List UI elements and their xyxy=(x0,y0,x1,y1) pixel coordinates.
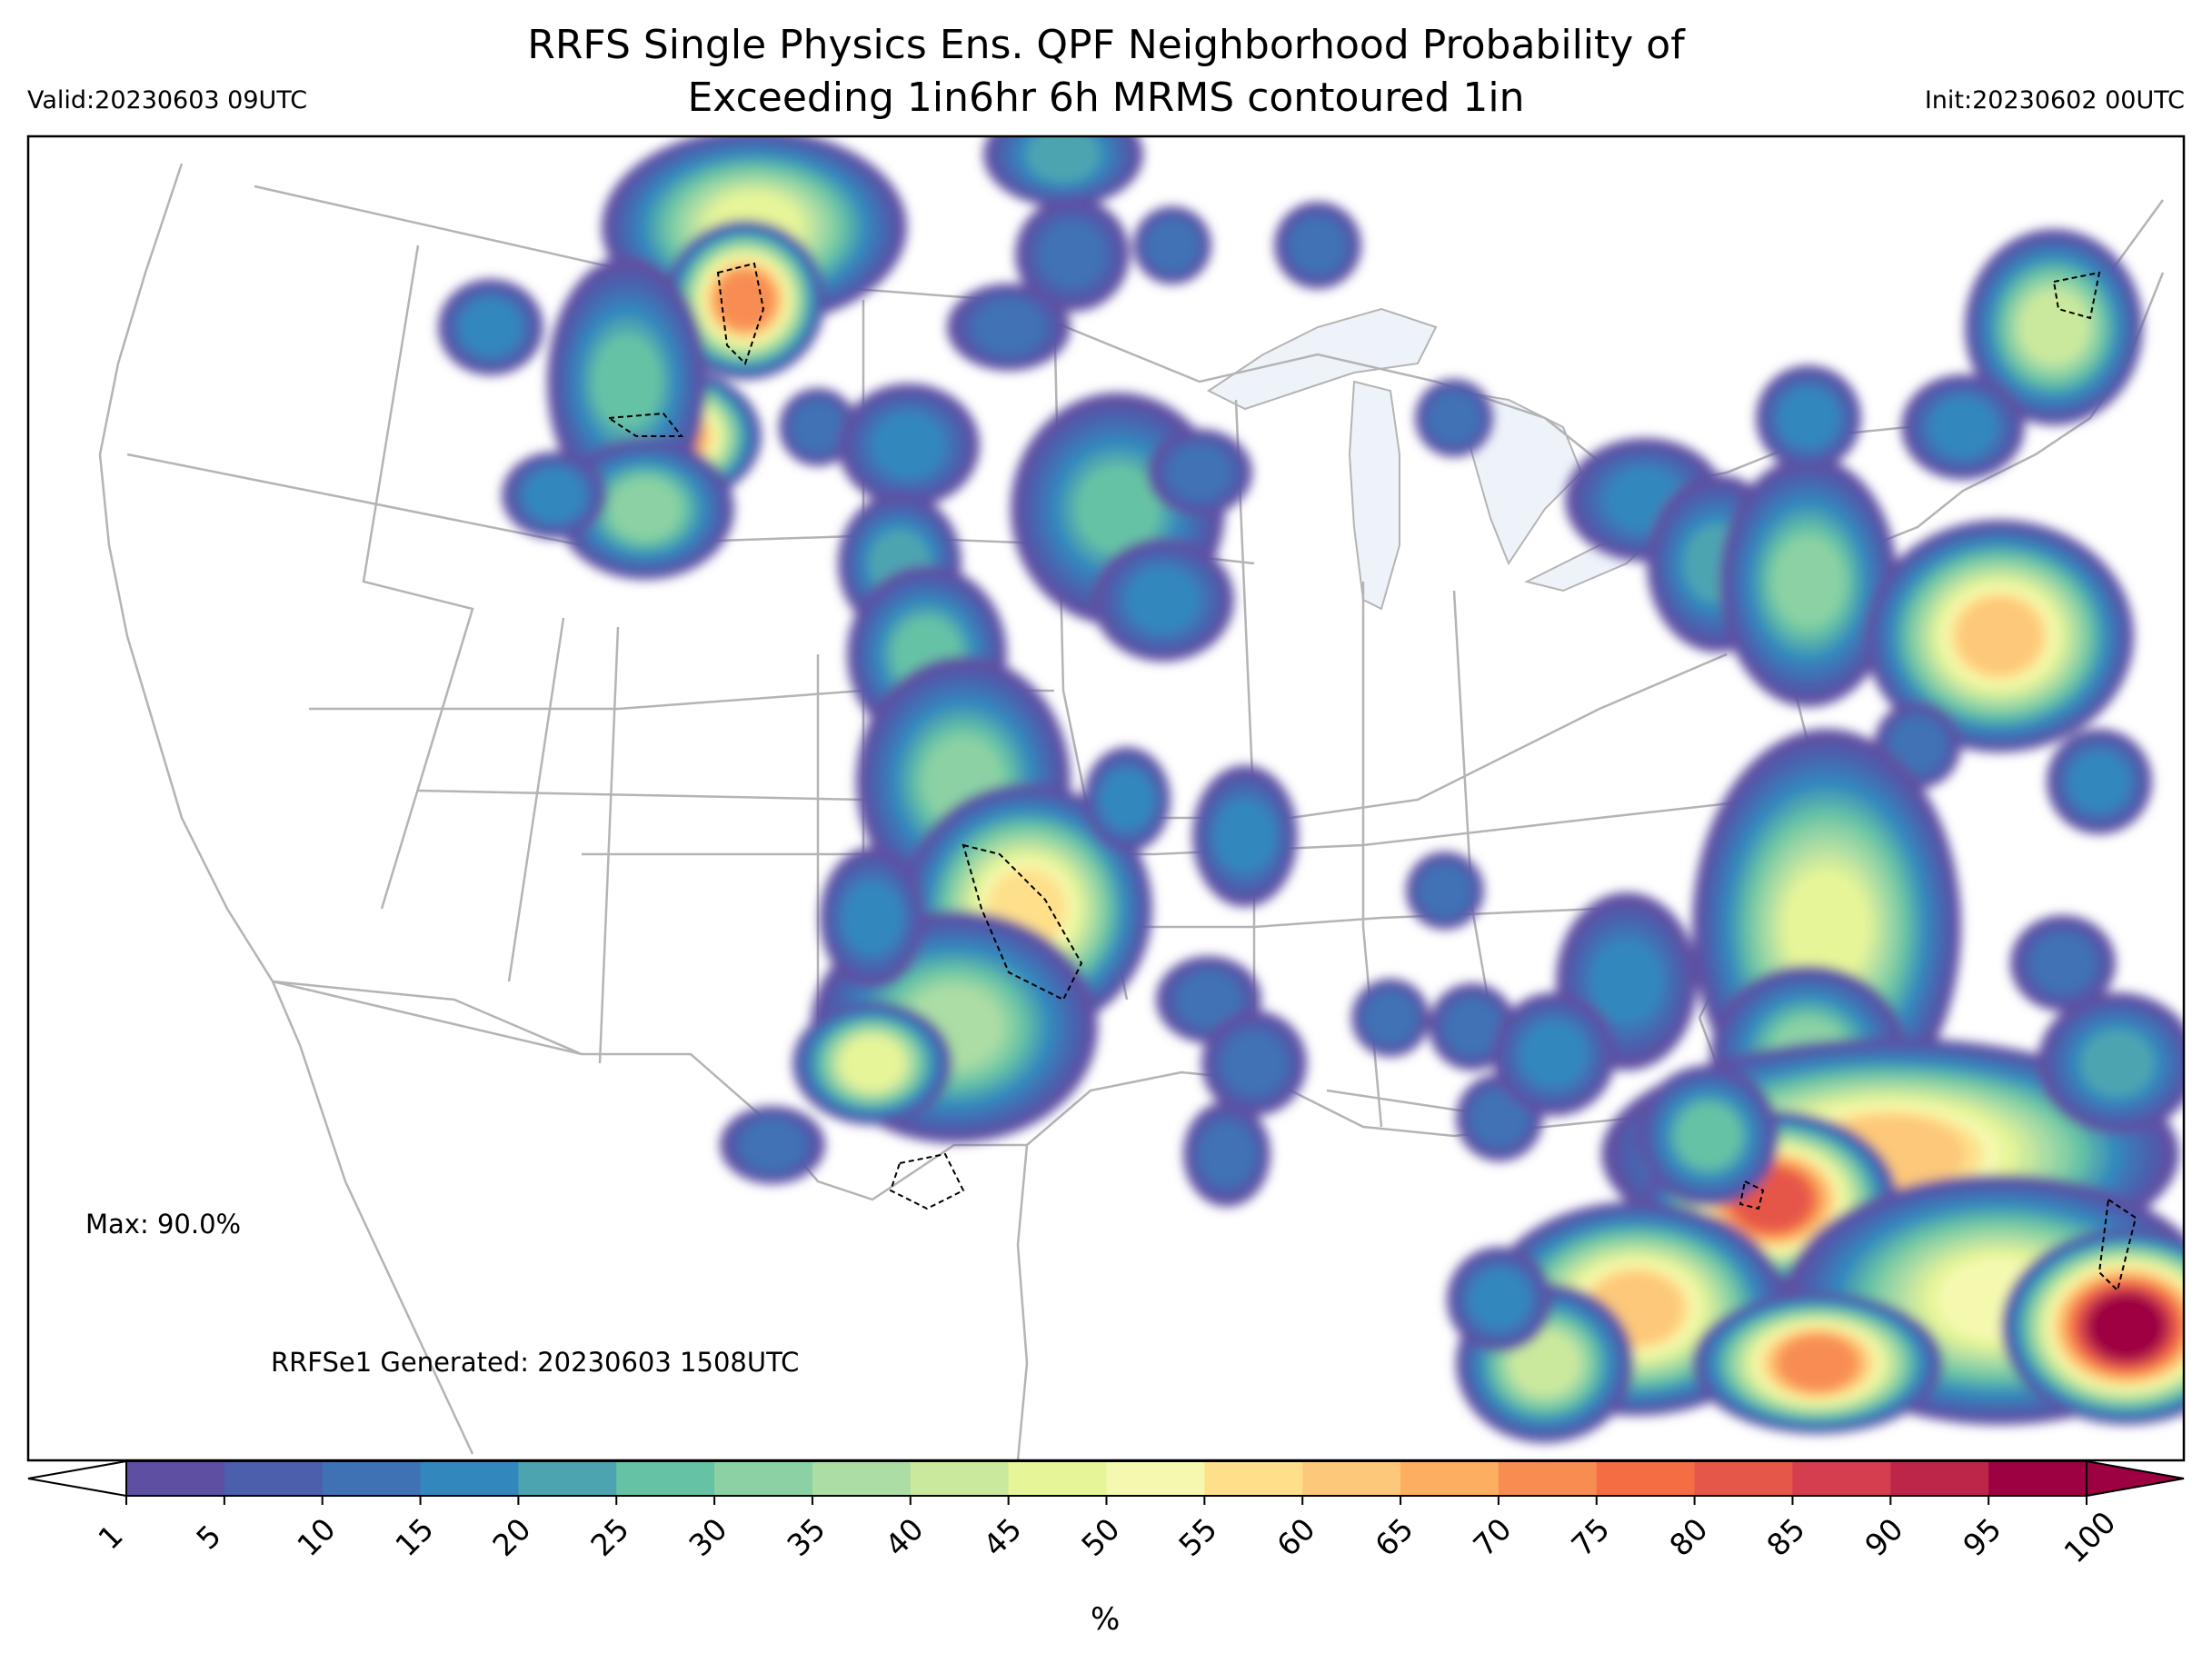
mrms-contour-texas xyxy=(889,1152,965,1210)
colorbar-segment xyxy=(1890,1461,1989,1496)
state-lines-ew-4 xyxy=(582,798,1764,856)
probability-contour xyxy=(1074,463,1161,555)
mrms-contour-idaho xyxy=(606,412,684,437)
colorbar-segment xyxy=(322,1461,422,1496)
state-lines-ns-1 xyxy=(362,244,474,910)
probability-contour xyxy=(1958,598,2041,674)
probability-contour xyxy=(1199,1121,1255,1187)
colorbar-unit-label: % xyxy=(1091,1601,1121,1638)
colorbar-segment xyxy=(518,1461,617,1496)
probability-contour xyxy=(461,299,521,355)
probability-contour xyxy=(1510,1330,1579,1396)
probability-contour xyxy=(1364,991,1417,1044)
probability-contour xyxy=(715,270,775,330)
probability-contour xyxy=(1520,1021,1588,1088)
probability-contour xyxy=(2069,752,2129,812)
state-lines-ew-6 xyxy=(272,980,583,1056)
chart-title-line1: RRFS Single Physics Ens. QPF Neighborhoo… xyxy=(527,22,1685,68)
probability-contour xyxy=(1782,868,1871,986)
chart-title-line2: Exceeding 1in6hr 6h MRMS contoured 1in xyxy=(687,75,1525,121)
probability-contour xyxy=(2019,291,2088,363)
probability-contour xyxy=(972,299,1045,355)
probability-contour xyxy=(842,881,902,954)
probability-contour xyxy=(1127,566,1200,633)
probability-contour xyxy=(2030,932,2096,994)
lake-michigan xyxy=(1348,380,1400,611)
colorbar-segment xyxy=(420,1461,519,1496)
probability-contour xyxy=(1215,800,1275,872)
probability-contour xyxy=(1889,717,1946,773)
probability-contour xyxy=(1444,999,1500,1055)
mrms-contour-oklahoma xyxy=(962,843,1083,1001)
probability-contour xyxy=(1221,1031,1287,1096)
colorbar-segment xyxy=(1400,1461,1500,1496)
mrms-contour-florida xyxy=(1739,1180,1765,1210)
probability-contour xyxy=(609,477,682,541)
great-lakes xyxy=(1207,307,1711,611)
probability-contour xyxy=(524,469,584,522)
probability-contour xyxy=(2080,1029,2155,1098)
colorbar-segment xyxy=(714,1461,813,1496)
probability-contour xyxy=(1590,939,1663,1024)
probability-contour xyxy=(592,334,663,430)
colorbar-segment xyxy=(812,1461,912,1496)
probability-field xyxy=(438,136,2184,1443)
mrms-contour-maine xyxy=(2052,271,2101,320)
mrms-contours xyxy=(606,262,2137,1292)
us-mexico-border xyxy=(272,980,1029,1460)
mrms-contour-atlantic xyxy=(2097,1198,2137,1292)
west-coast xyxy=(98,163,474,1455)
probability-contour xyxy=(1772,535,1845,628)
probability-contour xyxy=(1676,1103,1741,1169)
probability-contour xyxy=(1290,217,1346,274)
probability-contour xyxy=(1470,1270,1529,1329)
probability-contour xyxy=(1176,971,1241,1028)
state-lines-ns-8 xyxy=(1361,582,1383,1128)
probability-contour xyxy=(872,412,945,479)
probability-contour xyxy=(1146,219,1199,272)
probability-contour xyxy=(1419,864,1471,917)
probability-contour xyxy=(1779,388,1838,448)
lake-superior xyxy=(1207,307,1438,411)
mrms-contour-montana xyxy=(716,262,765,365)
probability-contour xyxy=(792,401,844,453)
probability-contour xyxy=(1026,136,1101,183)
colorbar-segment xyxy=(1008,1461,1107,1496)
state-lines-ns-2 xyxy=(507,617,565,982)
valid-time-label: Valid:20230603 09UTC xyxy=(27,86,308,115)
probability-contour xyxy=(1101,770,1153,830)
probability-contour xyxy=(841,1036,904,1090)
probability-contour xyxy=(1929,397,1997,457)
colorbar-segment xyxy=(1988,1461,2087,1496)
probability-contour xyxy=(1167,444,1232,501)
probability-contour xyxy=(1428,392,1480,444)
colorbar xyxy=(27,1459,2185,1505)
max-value-label: Max: 90.0% xyxy=(85,1209,242,1240)
probability-contour xyxy=(2088,1294,2165,1359)
probability-contour xyxy=(1779,1335,1857,1391)
colorbar-segment xyxy=(1302,1461,1401,1496)
colorbar-segment xyxy=(616,1461,715,1496)
probability-contour xyxy=(740,1119,805,1171)
colorbar-segment xyxy=(1694,1461,1793,1496)
colorbar-segment xyxy=(1792,1461,1891,1496)
generated-label: RRFSe1 Generated: 20230603 1508UTC xyxy=(271,1347,800,1378)
colorbar-extend-min xyxy=(27,1459,127,1498)
probability-contour xyxy=(1038,220,1107,289)
colorbar-segment xyxy=(126,1461,225,1496)
colorbar-segment xyxy=(910,1461,1010,1496)
colorbar-extend-max xyxy=(2086,1459,2185,1498)
colorbar-segment xyxy=(1596,1461,1696,1496)
probability-contour xyxy=(1471,1090,1528,1146)
init-time-label: Init:20230602 00UTC xyxy=(1924,86,2185,115)
colorbar-segment xyxy=(224,1461,324,1496)
colorbar-segment xyxy=(1106,1461,1205,1496)
colorbar-segment xyxy=(1498,1461,1598,1496)
colorbar-segment xyxy=(1204,1461,1303,1496)
state-lines-ns-3 xyxy=(598,626,620,1064)
